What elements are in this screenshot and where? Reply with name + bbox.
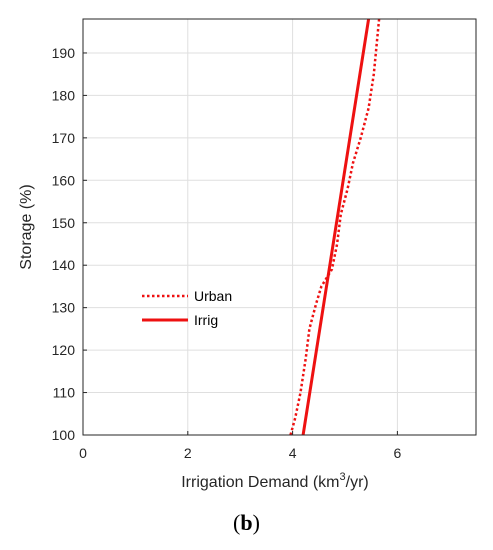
y-tick-label: 120 [52, 342, 76, 358]
x-axis-ticks: 0 2 4 6 [79, 431, 402, 461]
x-tick-label: 4 [289, 445, 297, 461]
plot-frame [82, 18, 477, 436]
series-line-urban [289, 18, 381, 436]
y-tick-label: 160 [52, 172, 76, 188]
y-tick-label: 100 [52, 427, 76, 443]
x-tick-label: 2 [184, 445, 192, 461]
x-tick-label: 6 [394, 445, 402, 461]
y-tick-label: 140 [52, 257, 76, 273]
y-tick-label: 190 [52, 45, 76, 61]
legend: Urban Irrig [142, 288, 232, 328]
grid-lines [83, 19, 476, 435]
y-tick-label: 130 [52, 300, 76, 316]
y-axis-ticks: 100 110 120 130 140 150 160 170 180 190 [52, 45, 87, 443]
y-tick-label: 170 [52, 130, 76, 146]
y-tick-label: 110 [53, 385, 76, 401]
panel-label: (b) [233, 510, 260, 535]
y-axis-title: Storage (%) [18, 184, 35, 269]
y-tick-label: 150 [52, 215, 76, 231]
legend-label-urban: Urban [194, 288, 232, 304]
y-tick-label: 180 [52, 87, 76, 103]
legend-label-irrig: Irrig [194, 312, 218, 328]
x-axis-title: Irrigation Demand (km3/yr) [181, 471, 369, 491]
series-layer [289, 18, 381, 436]
x-tick-label: 0 [79, 445, 87, 461]
series-line-irrig [301, 18, 371, 436]
plot-background [83, 19, 476, 435]
